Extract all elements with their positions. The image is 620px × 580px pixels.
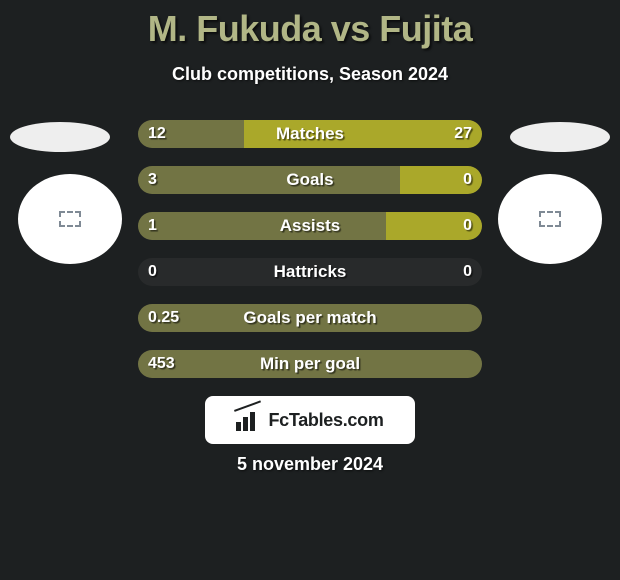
branding-box: FcTables.com (205, 396, 415, 444)
stat-value-right: 0 (463, 171, 472, 189)
stat-row: 12 27 Matches (138, 120, 482, 148)
comparison-card: M. Fukuda vs Fujita Club competitions, S… (0, 0, 620, 580)
stat-label: Assists (280, 216, 340, 236)
stat-value-left: 453 (148, 355, 175, 373)
stat-row: 3 0 Goals (138, 166, 482, 194)
page-title: M. Fukuda vs Fujita (0, 0, 620, 50)
stat-label: Goals per match (243, 308, 376, 328)
club-badge-left (10, 122, 110, 152)
stat-value-right: 0 (463, 217, 472, 235)
stat-value-right: 27 (454, 125, 472, 143)
stat-label: Min per goal (260, 354, 360, 374)
stat-value-left: 3 (148, 171, 157, 189)
stat-label: Matches (276, 124, 344, 144)
stat-row: 453 Min per goal (138, 350, 482, 378)
brand-strong: Tables (289, 410, 343, 430)
bar-chart-icon (236, 409, 262, 431)
stat-label: Hattricks (274, 262, 347, 282)
stats-list: 12 27 Matches 3 0 Goals 1 0 Assists 0 0 Hattricks 0.… (138, 120, 482, 378)
stat-row: 1 0 Assists (138, 212, 482, 240)
stat-row: 0.25 Goals per match (138, 304, 482, 332)
jersey-icon (59, 211, 81, 227)
subtitle: Club competitions, Season 2024 (0, 64, 620, 85)
brand-suf: .com (343, 410, 384, 430)
stat-value-left: 0.25 (148, 309, 179, 327)
stat-row: 0 0 Hattricks (138, 258, 482, 286)
stat-value-left: 1 (148, 217, 157, 235)
jersey-icon (539, 211, 561, 227)
brand-pre: Fc (268, 410, 288, 430)
player-avatar-right (498, 174, 602, 264)
stat-bar-left (138, 212, 386, 240)
player-avatar-left (18, 174, 122, 264)
stat-value-right: 0 (463, 263, 472, 281)
stat-label: Goals (286, 170, 333, 190)
stat-value-left: 12 (148, 125, 166, 143)
footer-date: 5 november 2024 (0, 454, 620, 475)
stat-value-left: 0 (148, 263, 157, 281)
club-badge-right (510, 122, 610, 152)
branding-text: FcTables.com (268, 410, 383, 431)
stat-bar-left (138, 166, 400, 194)
